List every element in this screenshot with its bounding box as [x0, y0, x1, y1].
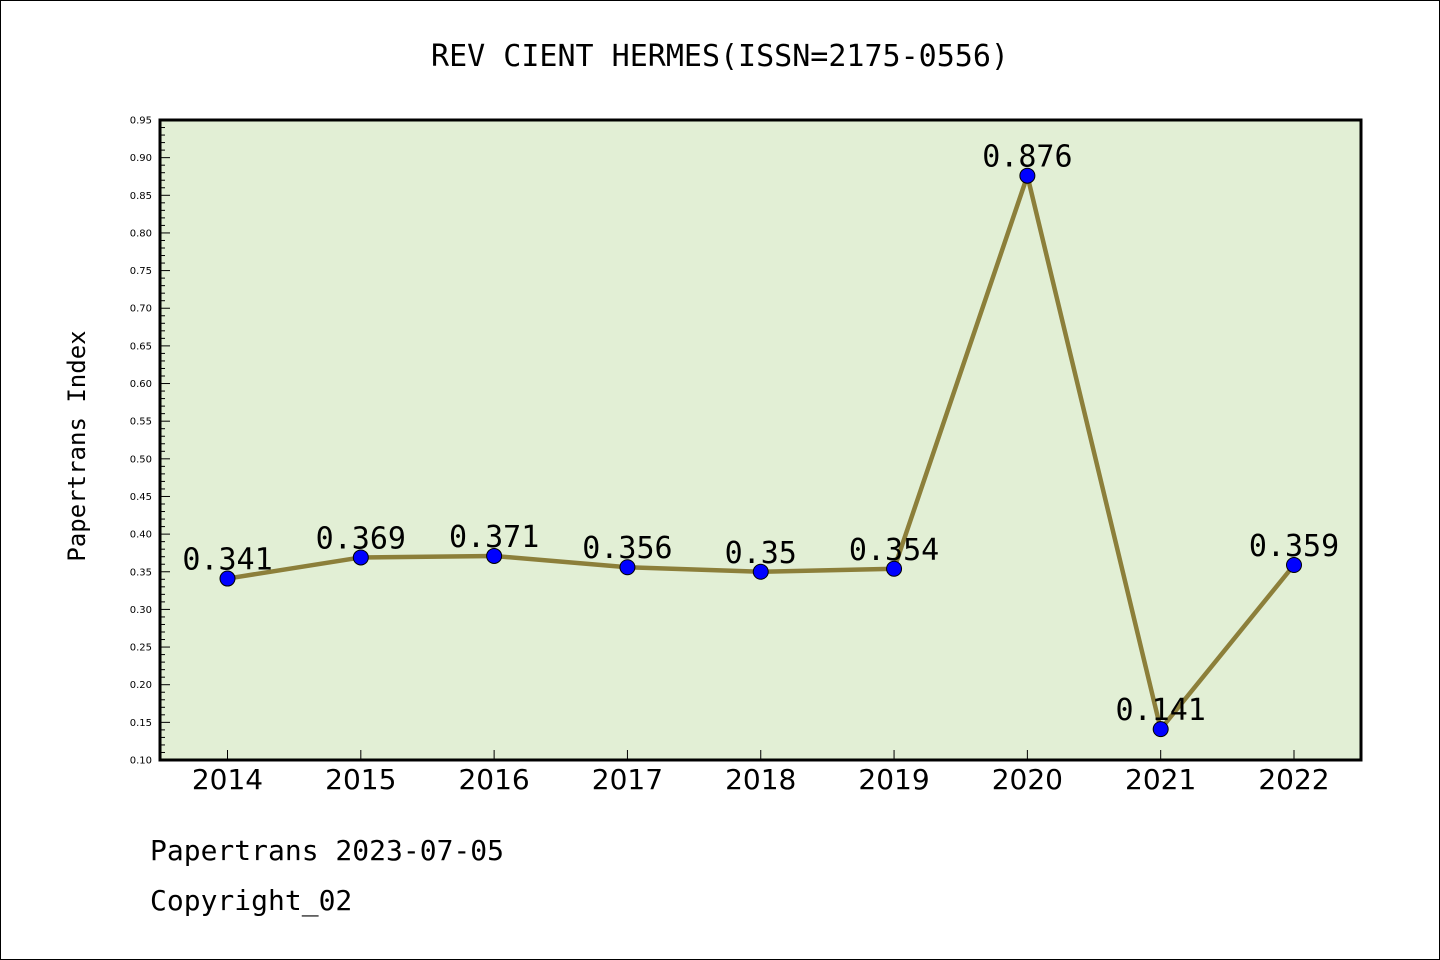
x-tick-label: 2021	[1125, 763, 1196, 796]
data-point-marker	[1019, 167, 1036, 184]
data-point-marker	[219, 570, 236, 587]
y-tick-label: 0.75	[130, 266, 152, 277]
data-point-marker	[752, 563, 769, 580]
y-tick-label: 0.80	[130, 228, 152, 239]
y-tick-label: 0.50	[130, 454, 152, 465]
data-label: 0.876	[982, 140, 1072, 175]
y-axis-label: Papertrans Index	[63, 330, 91, 561]
x-tick-label: 2014	[192, 763, 263, 796]
y-tick-label: 0.65	[130, 341, 152, 352]
y-tick-label: 0.30	[130, 605, 152, 616]
y-tick-label: 0.85	[130, 191, 152, 202]
data-label: 0.359	[1249, 529, 1339, 564]
y-tick-label: 0.35	[130, 567, 152, 578]
y-tick-label: 0.70	[130, 304, 152, 315]
y-tick-label: 0.20	[130, 680, 152, 691]
y-tick-label: 0.40	[130, 530, 152, 541]
x-tick-label: 2018	[725, 763, 796, 796]
data-label: 0.141	[1116, 693, 1206, 728]
y-axis-ticks: 0.10 0.15 0.20 0.25 0.30 0.35 0.40 0.45 0.50 0.55…	[130, 116, 170, 767]
data-point-marker	[1286, 556, 1302, 573]
data-label: 0.356	[582, 531, 672, 566]
plot-area	[158, 118, 1363, 762]
data-label: 0.354	[849, 533, 939, 568]
x-tick-label: 2017	[592, 763, 663, 796]
data-point-marker	[352, 549, 369, 566]
y-tick-label: 0.10	[130, 756, 152, 767]
data-label: 0.341	[182, 543, 272, 578]
data-point-marker	[486, 547, 503, 564]
footer-copyright: Copyright_02	[150, 884, 353, 917]
y-tick-label: 0.60	[130, 379, 152, 390]
x-tick-label: 2019	[858, 763, 929, 796]
data-label: 0.369	[316, 521, 406, 556]
x-tick-label: 2020	[992, 763, 1063, 796]
data-label: 0.35	[725, 536, 797, 571]
x-tick-label: 2016	[458, 763, 529, 796]
y-tick-label: 0.25	[130, 643, 152, 654]
data-labels-layer: 0.341 0.369 0.371 0.356 0.35 0.354 0.876 0.141 0…	[182, 140, 1339, 728]
markers-layer	[219, 167, 1302, 738]
data-label: 0.371	[449, 520, 539, 555]
y-tick-label: 0.55	[130, 417, 152, 428]
data-point-marker	[1152, 721, 1169, 738]
x-tick-label: 2022	[1258, 763, 1329, 796]
y-tick-label: 0.45	[130, 492, 152, 503]
x-tick-label: 2015	[325, 763, 396, 796]
chart-title: REV CIENT HERMES(ISSN=2175-0556)	[431, 39, 1009, 74]
data-point-marker	[619, 559, 636, 576]
footer-source: Papertrans 2023-07-05	[150, 834, 505, 867]
y-tick-label: 0.90	[130, 153, 152, 164]
x-axis-ticks: 2014 2015 2016 2017 2018 2019 2020 2021 2022	[192, 750, 1330, 796]
y-tick-label: 0.95	[130, 116, 152, 127]
data-point-marker	[886, 560, 903, 577]
y-tick-label: 0.15	[130, 718, 152, 729]
